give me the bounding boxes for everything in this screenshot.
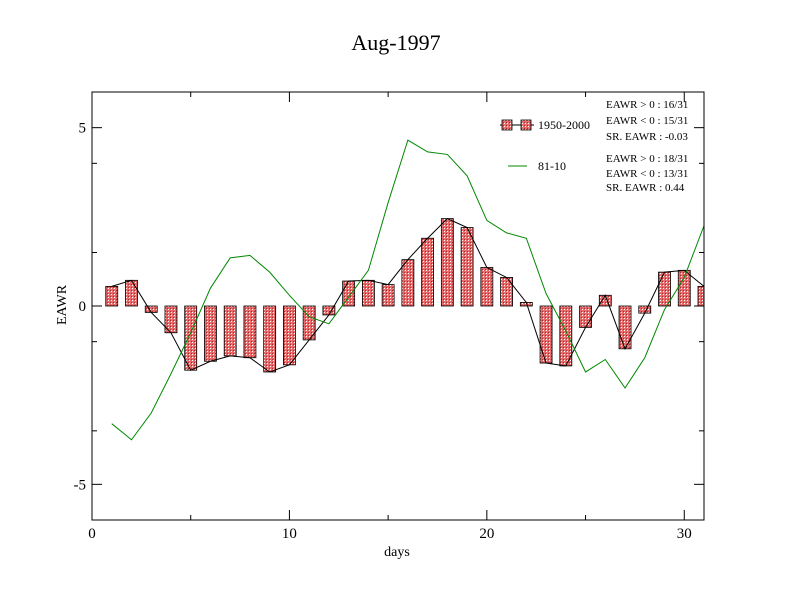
axis-ticks: -5 0 5 0 10 20 30	[74, 92, 704, 542]
bar-day-3	[144, 305, 158, 313]
legend-swatch-right	[520, 119, 532, 131]
bar-series-1950-2000	[105, 218, 705, 373]
stat-1950-pos: EAWR > 0 : 16/31	[606, 99, 688, 111]
bar-day-8	[243, 305, 257, 359]
bar-day-25	[579, 305, 592, 328]
line-81-10-path	[111, 139, 705, 441]
bar-day-30	[677, 269, 691, 307]
chart-title: Aug-1997	[351, 30, 440, 55]
bar-day-7	[223, 305, 237, 357]
legend-swatch-left	[501, 119, 513, 131]
bar-day-16	[401, 259, 415, 307]
bar-day-14	[361, 279, 375, 307]
x-tick-label: 20	[479, 526, 494, 542]
bar-day-9	[263, 305, 277, 373]
stat-8110-sr: SR. EAWR : 0.44	[606, 182, 685, 194]
bar-day-31	[697, 285, 705, 307]
bar-tops-line	[111, 218, 705, 373]
stat-8110-neg: EAWR < 0 : 13/31	[606, 168, 688, 180]
y-tick-label: 0	[79, 299, 87, 315]
bar-series-connector-line	[111, 218, 705, 373]
y-axis-label: EAWR	[55, 284, 70, 325]
bar-day-5	[184, 305, 198, 371]
stats-block: EAWR > 0 : 16/31 EAWR < 0 : 15/31 SR. EA…	[606, 99, 688, 194]
bar-day-19	[460, 227, 474, 307]
bar-day-23	[539, 305, 553, 364]
legend-label-81-10: 81-10	[538, 159, 566, 173]
bar-day-2	[125, 279, 138, 307]
bar-day-18	[440, 218, 454, 307]
bar-day-26	[598, 294, 612, 307]
x-tick-label: 0	[88, 526, 96, 542]
legend-label-1950-2000: 1950-2000	[538, 118, 590, 132]
bar-day-6	[204, 305, 217, 362]
bar-day-29	[658, 271, 671, 307]
bar-day-10	[283, 305, 296, 366]
x-axis-label: days	[384, 545, 410, 560]
y-tick-label: 5	[79, 121, 87, 137]
bar-day-21	[500, 277, 513, 307]
bar-day-1	[105, 285, 119, 307]
stat-1950-neg: EAWR < 0 : 15/31	[606, 115, 688, 127]
x-tick-label: 10	[282, 526, 297, 542]
legend: 1950-2000 81-10	[500, 118, 590, 173]
bar-day-20	[480, 267, 494, 307]
stat-8110-pos: EAWR > 0 : 18/31	[606, 153, 688, 165]
bar-day-15	[381, 284, 395, 307]
stat-1950-sr: SR. EAWR : -0.03	[606, 131, 688, 143]
y-tick-label: -5	[74, 477, 87, 493]
x-tick-label: 30	[677, 526, 692, 542]
bar-day-27	[618, 305, 632, 350]
bar-day-17	[421, 237, 435, 307]
line-series-81-10	[111, 139, 705, 441]
